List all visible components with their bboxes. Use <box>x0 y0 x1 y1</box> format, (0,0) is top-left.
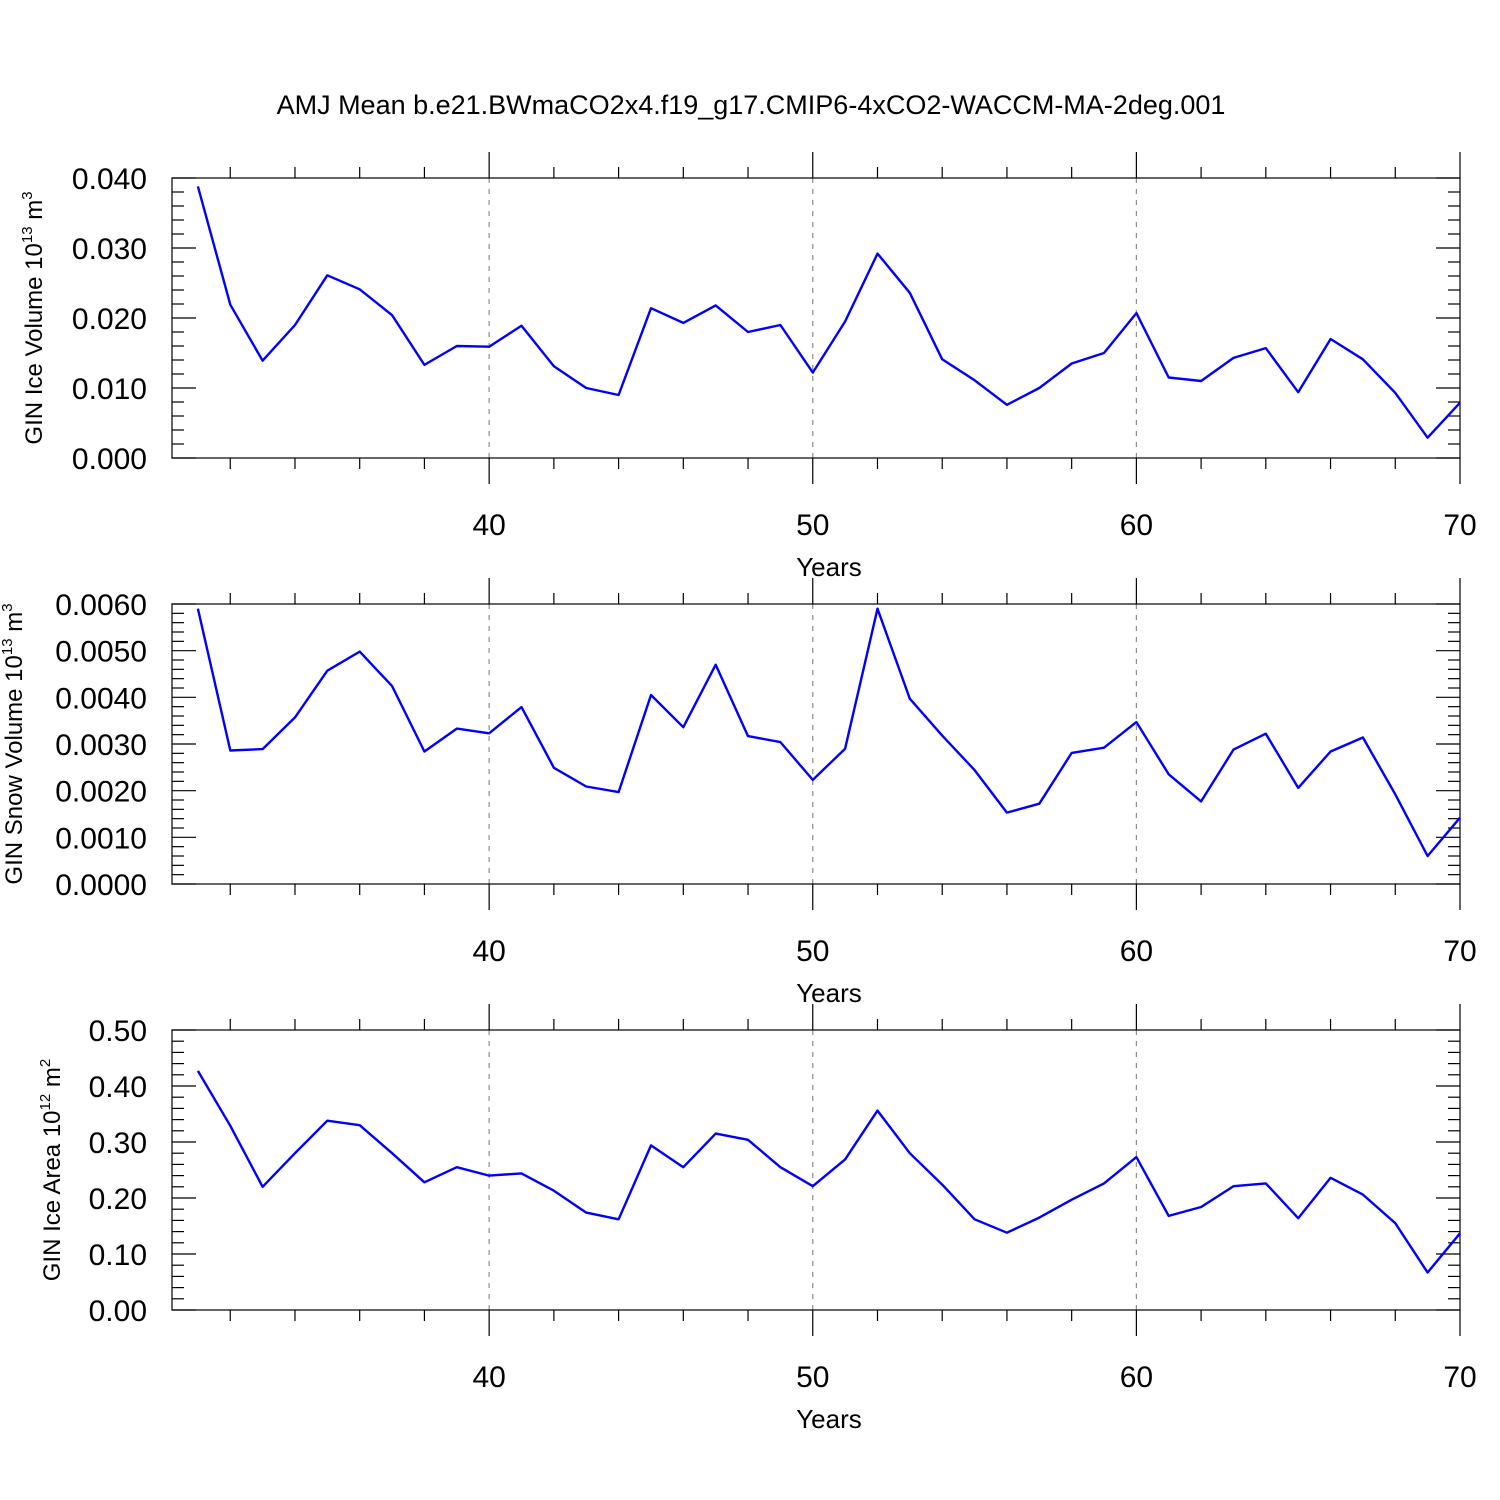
plot-frame <box>171 177 1461 459</box>
panel-3: 40 50 60 70 0.00 0.10 0.20 0.30 0.40 0.50 Years GIN… <box>37 1004 1477 1434</box>
y-tick-label: 0.0030 <box>55 729 147 762</box>
x-tick-label: 50 <box>796 1361 829 1394</box>
y-tick-label: 0.000 <box>72 443 147 476</box>
x-tick-label: 50 <box>796 509 829 542</box>
y-tick-label: 0.00 <box>89 1295 147 1328</box>
y-axis-label: GIN Ice Volume 1013 m3 <box>19 191 48 444</box>
plot-frame <box>171 1029 1461 1311</box>
y-axis-label: GIN Snow Volume 1013 m3 <box>0 603 28 884</box>
y-tick-label: 0.0020 <box>55 776 147 809</box>
chart-title: AMJ Mean b.e21.BWmaCO2x4.f19_g17.CMIP6-4… <box>277 90 1226 120</box>
x-axis-label: Years <box>796 1404 862 1434</box>
y-tick-label: 0.0040 <box>55 682 147 715</box>
x-tick-label: 60 <box>1120 935 1153 968</box>
y-tick-label: 0.10 <box>89 1239 147 1272</box>
x-tick-label: 70 <box>1443 509 1476 542</box>
y-tick-label: 0.30 <box>89 1127 147 1160</box>
y-tick-label: 0.030 <box>72 233 147 266</box>
x-tick-label: 50 <box>796 935 829 968</box>
x-tick-label: 40 <box>472 509 505 542</box>
y-tick-label: 0.020 <box>72 303 147 336</box>
y-axis-label: GIN Ice Area 1012 m2 <box>37 1059 66 1281</box>
y-tick-label: 0.50 <box>89 1015 147 1048</box>
y-tick-label: 0.0010 <box>55 822 147 855</box>
x-axis-label: Years <box>796 978 862 1008</box>
y-tick-label: 0.0000 <box>55 869 147 902</box>
series-line <box>196 607 1461 858</box>
y-tick-label: 0.40 <box>89 1071 147 1104</box>
y-tick-label: 0.0050 <box>55 636 147 669</box>
y-tick-label: 0.040 <box>72 163 147 196</box>
series-line <box>196 186 1461 439</box>
panel-2: 40 50 60 70 0.0000 0.0010 0.0020 0.0030 0.0040 0.… <box>0 578 1477 1008</box>
x-tick-label: 60 <box>1120 1361 1153 1394</box>
y-tick-label: 0.0060 <box>55 589 147 622</box>
x-tick-label: 40 <box>472 935 505 968</box>
y-tick-label: 0.010 <box>72 373 147 406</box>
series-line <box>196 1070 1461 1274</box>
x-tick-label: 60 <box>1120 509 1153 542</box>
panels: 40 50 60 70 0.000 0.010 0.020 0.030 0.040 Years GI… <box>0 152 1477 1434</box>
panel-1: 40 50 60 70 0.000 0.010 0.020 0.030 0.040 Years GI… <box>19 152 1477 582</box>
x-tick-label: 70 <box>1443 1361 1476 1394</box>
x-axis-label: Years <box>796 552 862 582</box>
plot-frame <box>171 603 1461 885</box>
y-tick-label: 0.20 <box>89 1183 147 1216</box>
x-tick-label: 40 <box>472 1361 505 1394</box>
x-tick-label: 70 <box>1443 935 1476 968</box>
